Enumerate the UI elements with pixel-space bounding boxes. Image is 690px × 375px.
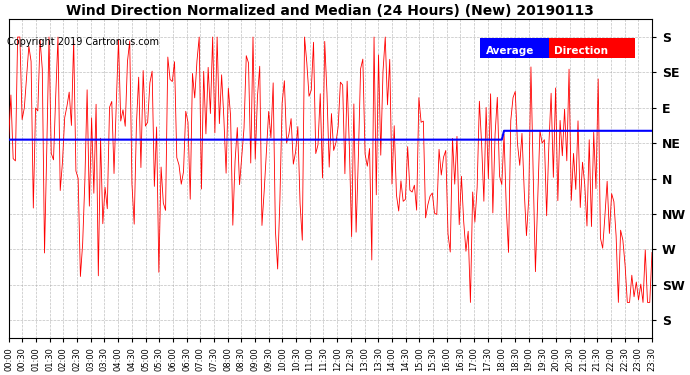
Text: Average: Average [486,46,535,56]
Text: Direction: Direction [554,46,608,56]
Title: Wind Direction Normalized and Median (24 Hours) (New) 20190113: Wind Direction Normalized and Median (24… [66,4,594,18]
Text: Copyright 2019 Cartronics.com: Copyright 2019 Cartronics.com [7,37,159,47]
